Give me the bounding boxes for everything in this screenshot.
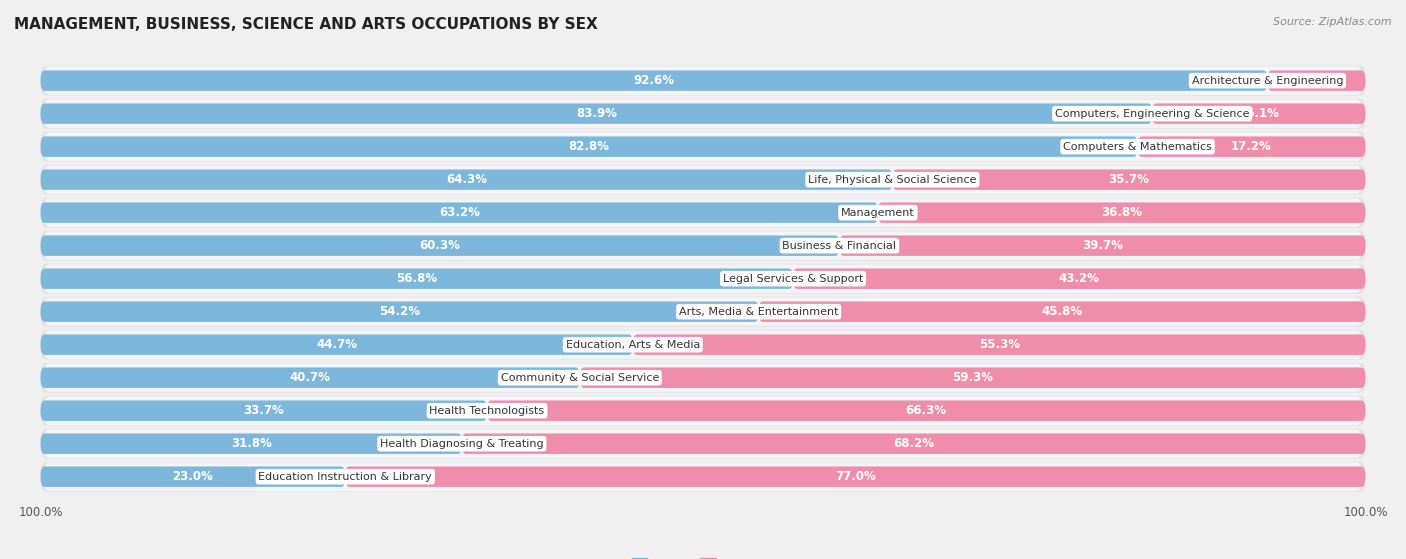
FancyBboxPatch shape	[1137, 136, 1365, 157]
Text: 63.2%: 63.2%	[439, 206, 479, 219]
Text: Life, Physical & Social Science: Life, Physical & Social Science	[808, 174, 977, 184]
Text: 82.8%: 82.8%	[568, 140, 610, 153]
Text: 55.3%: 55.3%	[979, 338, 1019, 351]
Text: 100.0%: 100.0%	[18, 506, 63, 519]
Text: Computers, Engineering & Science: Computers, Engineering & Science	[1054, 108, 1250, 119]
FancyBboxPatch shape	[41, 334, 633, 355]
Text: Legal Services & Support: Legal Services & Support	[723, 274, 863, 283]
FancyBboxPatch shape	[45, 462, 1361, 491]
Text: 92.6%: 92.6%	[634, 74, 675, 87]
FancyBboxPatch shape	[45, 132, 1361, 161]
FancyBboxPatch shape	[41, 70, 1267, 91]
FancyBboxPatch shape	[45, 165, 1361, 194]
Text: Architecture & Engineering: Architecture & Engineering	[1192, 75, 1343, 86]
FancyBboxPatch shape	[45, 67, 1361, 95]
FancyBboxPatch shape	[45, 198, 1361, 227]
Text: 33.7%: 33.7%	[243, 404, 284, 417]
Text: 43.2%: 43.2%	[1059, 272, 1099, 285]
FancyBboxPatch shape	[463, 433, 1365, 454]
FancyBboxPatch shape	[41, 169, 893, 190]
FancyBboxPatch shape	[45, 429, 1361, 458]
Text: 17.2%: 17.2%	[1232, 140, 1272, 153]
Text: 16.1%: 16.1%	[1239, 107, 1279, 120]
Text: 36.8%: 36.8%	[1101, 206, 1142, 219]
FancyBboxPatch shape	[41, 433, 463, 454]
FancyBboxPatch shape	[1152, 103, 1365, 124]
FancyBboxPatch shape	[1267, 70, 1365, 91]
FancyBboxPatch shape	[45, 330, 1361, 359]
FancyBboxPatch shape	[41, 462, 1365, 492]
FancyBboxPatch shape	[41, 198, 1365, 228]
FancyBboxPatch shape	[41, 301, 759, 322]
FancyBboxPatch shape	[633, 334, 1365, 355]
FancyBboxPatch shape	[41, 367, 579, 388]
FancyBboxPatch shape	[41, 98, 1365, 129]
Text: 45.8%: 45.8%	[1042, 305, 1083, 318]
FancyBboxPatch shape	[41, 165, 1365, 195]
FancyBboxPatch shape	[41, 429, 1365, 459]
Text: 31.8%: 31.8%	[231, 437, 271, 450]
Text: 66.3%: 66.3%	[905, 404, 946, 417]
FancyBboxPatch shape	[45, 264, 1361, 293]
FancyBboxPatch shape	[41, 103, 1152, 124]
FancyBboxPatch shape	[839, 235, 1365, 256]
FancyBboxPatch shape	[877, 202, 1365, 223]
FancyBboxPatch shape	[41, 330, 1365, 359]
Text: Computers & Mathematics: Computers & Mathematics	[1063, 141, 1212, 151]
Text: Management: Management	[841, 207, 915, 217]
Text: 54.2%: 54.2%	[380, 305, 420, 318]
FancyBboxPatch shape	[41, 202, 877, 223]
Text: 44.7%: 44.7%	[316, 338, 357, 351]
FancyBboxPatch shape	[45, 297, 1361, 326]
FancyBboxPatch shape	[45, 100, 1361, 128]
FancyBboxPatch shape	[486, 400, 1365, 421]
FancyBboxPatch shape	[893, 169, 1365, 190]
Text: Health Diagnosing & Treating: Health Diagnosing & Treating	[380, 439, 544, 449]
Text: 68.2%: 68.2%	[893, 437, 934, 450]
FancyBboxPatch shape	[41, 136, 1137, 157]
Text: 23.0%: 23.0%	[173, 470, 214, 483]
FancyBboxPatch shape	[41, 363, 1365, 393]
FancyBboxPatch shape	[41, 235, 839, 256]
Text: 35.7%: 35.7%	[1108, 173, 1149, 186]
Text: Business & Financial: Business & Financial	[783, 241, 897, 250]
FancyBboxPatch shape	[346, 466, 1365, 487]
FancyBboxPatch shape	[41, 231, 1365, 260]
FancyBboxPatch shape	[41, 297, 1365, 326]
Text: Source: ZipAtlas.com: Source: ZipAtlas.com	[1274, 17, 1392, 27]
FancyBboxPatch shape	[759, 301, 1365, 322]
FancyBboxPatch shape	[793, 268, 1365, 289]
Text: 60.3%: 60.3%	[419, 239, 460, 252]
Text: MANAGEMENT, BUSINESS, SCIENCE AND ARTS OCCUPATIONS BY SEX: MANAGEMENT, BUSINESS, SCIENCE AND ARTS O…	[14, 17, 598, 32]
Text: 100.0%: 100.0%	[1343, 506, 1388, 519]
Legend: Male, Female: Male, Female	[626, 553, 780, 559]
Text: 83.9%: 83.9%	[576, 107, 617, 120]
Text: 64.3%: 64.3%	[446, 173, 486, 186]
Text: 39.7%: 39.7%	[1083, 239, 1123, 252]
FancyBboxPatch shape	[41, 264, 1365, 293]
Text: Community & Social Service: Community & Social Service	[501, 373, 659, 383]
FancyBboxPatch shape	[45, 231, 1361, 260]
Text: Health Technologists: Health Technologists	[429, 406, 544, 416]
Text: Education Instruction & Library: Education Instruction & Library	[259, 472, 432, 482]
FancyBboxPatch shape	[45, 363, 1361, 392]
Text: 7.4%: 7.4%	[1274, 75, 1305, 86]
Text: 56.8%: 56.8%	[396, 272, 437, 285]
Text: 77.0%: 77.0%	[835, 470, 876, 483]
Text: 40.7%: 40.7%	[290, 371, 330, 384]
FancyBboxPatch shape	[41, 65, 1365, 96]
FancyBboxPatch shape	[41, 131, 1365, 162]
Text: Education, Arts & Media: Education, Arts & Media	[565, 340, 700, 350]
FancyBboxPatch shape	[579, 367, 1365, 388]
FancyBboxPatch shape	[45, 396, 1361, 425]
Text: Arts, Media & Entertainment: Arts, Media & Entertainment	[679, 307, 838, 317]
Text: 59.3%: 59.3%	[952, 371, 993, 384]
FancyBboxPatch shape	[41, 466, 346, 487]
FancyBboxPatch shape	[41, 396, 1365, 426]
FancyBboxPatch shape	[41, 400, 486, 421]
FancyBboxPatch shape	[41, 268, 793, 289]
